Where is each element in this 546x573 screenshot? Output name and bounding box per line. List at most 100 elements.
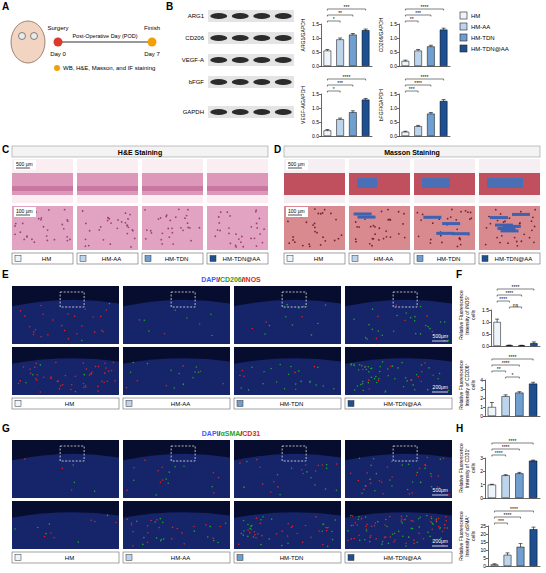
svg-text:HM: HM — [65, 555, 74, 561]
svg-text:0.5: 0.5 — [312, 49, 319, 55]
svg-text:1.5: 1.5 — [390, 91, 397, 97]
svg-text:2: 2 — [480, 468, 483, 474]
svg-text:cells: cells — [470, 531, 476, 542]
svg-text:HM: HM — [65, 401, 74, 407]
svg-text:HM-TDN@AA: HM-TDN@AA — [223, 256, 261, 262]
svg-text:1.5: 1.5 — [312, 91, 319, 97]
svg-text:****: **** — [510, 506, 518, 512]
svg-text:cells: cells — [470, 463, 476, 474]
svg-text:H: H — [456, 423, 463, 434]
svg-text:HM-TDN@AA: HM-TDN@AA — [471, 46, 509, 52]
svg-text:2: 2 — [480, 395, 483, 401]
svg-text:HM-TDN: HM-TDN — [280, 401, 304, 407]
svg-text:B: B — [166, 1, 173, 12]
svg-text:F: F — [456, 269, 462, 280]
svg-text:1.0: 1.0 — [390, 105, 397, 111]
svg-text:0: 0 — [483, 563, 486, 569]
svg-text:HM-AA: HM-AA — [171, 555, 190, 561]
svg-text:****: **** — [505, 290, 513, 296]
svg-text:cells: cells — [470, 310, 476, 321]
svg-text:VEGF-A: VEGF-A — [182, 57, 204, 63]
svg-text:0.0: 0.0 — [312, 63, 319, 69]
svg-text:0: 0 — [480, 495, 483, 501]
svg-text:****: **** — [343, 74, 351, 80]
svg-text:****: **** — [499, 296, 507, 302]
svg-text:1.0: 1.0 — [312, 105, 319, 111]
svg-text:DAPI/CD206/iNOS: DAPI/CD206/iNOS — [201, 276, 261, 283]
svg-text:Day 0: Day 0 — [50, 51, 66, 57]
svg-text:HM: HM — [471, 13, 480, 19]
svg-text:***: *** — [415, 10, 421, 16]
svg-text:HM-AA: HM-AA — [471, 24, 490, 30]
svg-text:VEGF-A/GAPDH: VEGF-A/GAPDH — [300, 86, 306, 124]
svg-text:G: G — [2, 423, 10, 434]
svg-text:500μm: 500μm — [433, 333, 448, 339]
svg-text:3: 3 — [480, 386, 483, 392]
svg-text:0.5: 0.5 — [390, 49, 397, 55]
svg-text:****: **** — [421, 74, 429, 80]
svg-text:200μm: 200μm — [433, 384, 448, 390]
svg-text:3: 3 — [480, 455, 483, 461]
svg-text:500 μm: 500 μm — [16, 161, 33, 167]
svg-text:HM-AA: HM-AA — [171, 401, 190, 407]
svg-text:0.0: 0.0 — [390, 63, 397, 69]
svg-text:0.0: 0.0 — [312, 133, 319, 139]
svg-text:ARG1/GAPDH: ARG1/GAPDH — [300, 18, 306, 51]
svg-text:Post-Operative Day (POD): Post-Operative Day (POD) — [72, 33, 137, 39]
svg-text:****: **** — [502, 360, 510, 366]
svg-text:HM-TDN@AA: HM-TDN@AA — [384, 401, 422, 407]
svg-text:*: * — [333, 16, 335, 22]
svg-text:HM-TDN@AA: HM-TDN@AA — [384, 555, 422, 561]
svg-text:****: **** — [509, 438, 517, 444]
svg-text:HM-TDN: HM-TDN — [471, 35, 495, 41]
svg-text:HM-TDN@AA: HM-TDN@AA — [495, 256, 533, 262]
svg-text:bFGF/GAPDH: bFGF/GAPDH — [378, 89, 384, 121]
svg-text:0.5: 0.5 — [482, 331, 489, 337]
svg-text:1: 1 — [480, 482, 483, 488]
svg-text:HM-TDN: HM-TDN — [437, 256, 461, 262]
svg-text:E: E — [2, 269, 9, 280]
svg-text:***: *** — [409, 86, 415, 92]
svg-text:CD206: CD206 — [185, 35, 204, 41]
svg-text:100 μm: 100 μm — [16, 208, 33, 214]
svg-text:Finish: Finish — [144, 25, 160, 31]
svg-text:20: 20 — [480, 531, 486, 537]
svg-text:1: 1 — [480, 404, 483, 410]
svg-text:1.0: 1.0 — [312, 35, 319, 41]
svg-text:*: * — [512, 372, 514, 378]
svg-text:C: C — [2, 144, 9, 155]
svg-text:500μm: 500μm — [433, 487, 448, 493]
svg-text:Masson Staining: Masson Staining — [384, 149, 440, 157]
svg-text:WB, H&E, Masson, and IF staini: WB, H&E, Masson, and IF staining — [63, 65, 155, 71]
svg-text:5: 5 — [483, 555, 486, 561]
svg-text:ns: ns — [513, 302, 519, 308]
svg-text:****: **** — [509, 354, 517, 360]
svg-text:H&E Staining: H&E Staining — [118, 149, 162, 157]
svg-text:****: **** — [421, 4, 429, 10]
svg-text:bFGF: bFGF — [189, 79, 205, 85]
svg-text:HM-TDN: HM-TDN — [280, 555, 304, 561]
svg-text:****: **** — [504, 512, 512, 518]
svg-text:HM: HM — [42, 256, 51, 262]
svg-text:0.5: 0.5 — [312, 119, 319, 125]
svg-text:A: A — [2, 1, 9, 12]
svg-text:GAPDH: GAPDH — [183, 109, 204, 115]
svg-text:1.0: 1.0 — [482, 319, 489, 325]
svg-text:****: **** — [512, 284, 520, 290]
svg-text:***: *** — [337, 80, 343, 86]
svg-text:****: **** — [502, 444, 510, 450]
svg-text:CD206/GAPDH: CD206/GAPDH — [378, 17, 384, 52]
svg-text:1.5: 1.5 — [482, 307, 489, 313]
svg-text:Surgery: Surgery — [47, 25, 68, 31]
svg-text:0.0: 0.0 — [390, 133, 397, 139]
svg-text:***: *** — [344, 4, 350, 10]
svg-text:0.0: 0.0 — [482, 343, 489, 349]
svg-text:1.5: 1.5 — [312, 21, 319, 27]
svg-text:ARG1: ARG1 — [188, 13, 205, 19]
svg-text:HM-AA: HM-AA — [102, 256, 121, 262]
svg-text:***: *** — [498, 518, 504, 524]
svg-text:cells: cells — [470, 380, 476, 391]
svg-text:1.0: 1.0 — [390, 35, 397, 41]
svg-text:0: 0 — [480, 413, 483, 419]
svg-text:**: ** — [338, 10, 342, 16]
